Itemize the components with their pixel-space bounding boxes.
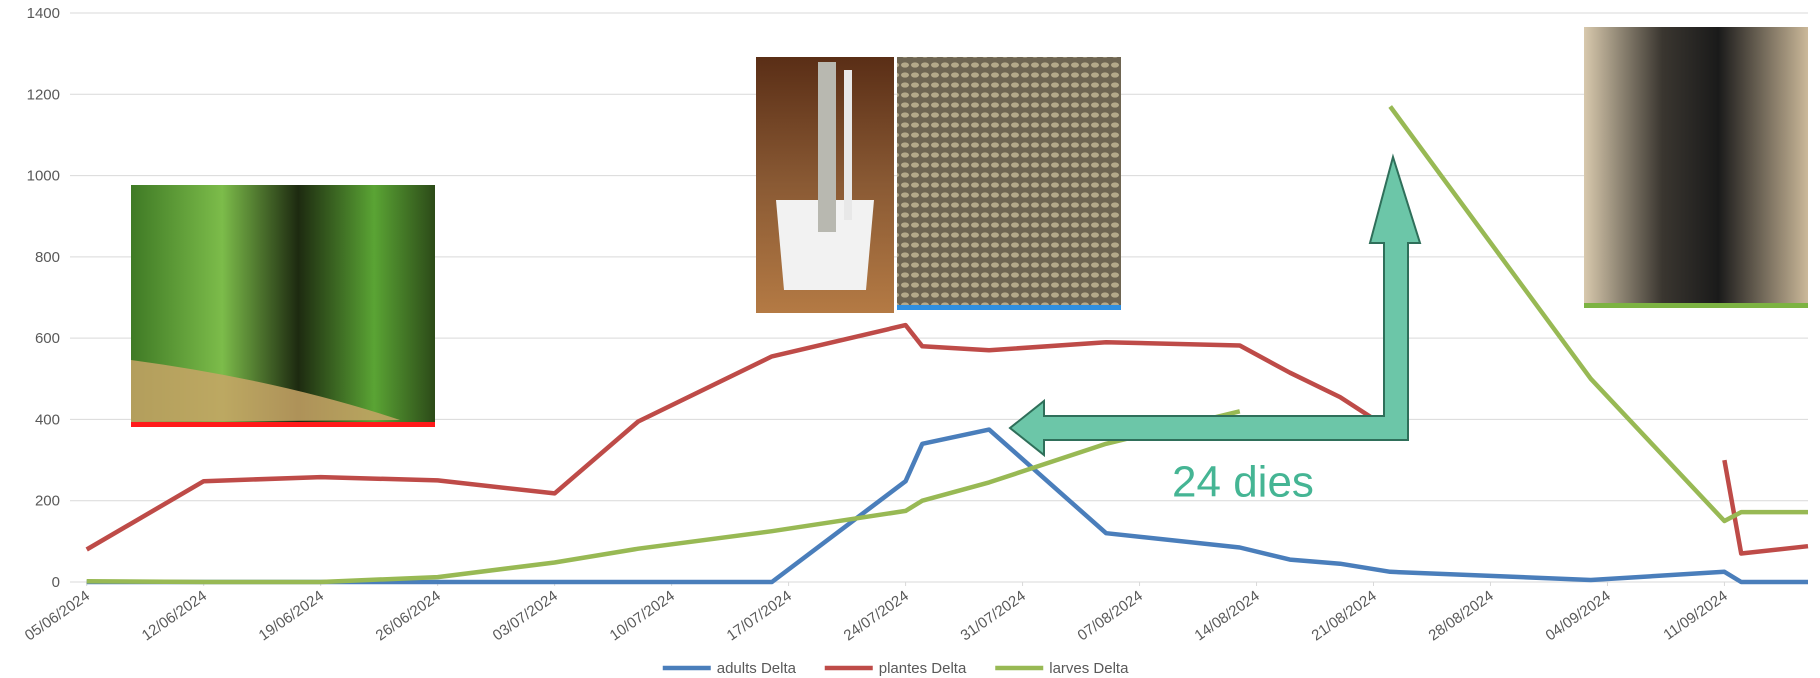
x-tick-label: 24/07/2024 (841, 587, 912, 644)
photo-mesh (897, 57, 1121, 310)
annotation: 24 dies (1172, 458, 1314, 507)
x-tick-label: 07/08/2024 (1075, 587, 1146, 644)
photo-root (1584, 27, 1808, 308)
x-tick-label: 31/07/2024 (958, 587, 1029, 644)
series-line (86, 427, 1808, 585)
x-tick-label: 28/08/2024 (1426, 587, 1497, 644)
legend-label: plantes Delta (879, 660, 967, 677)
y-tick-label: 800 (35, 249, 60, 266)
y-tick-label: 1200 (27, 86, 60, 103)
x-tick-label: 05/06/2024 (22, 587, 93, 644)
y-tick-label: 200 (35, 493, 60, 510)
x-tick-label: 17/07/2024 (724, 587, 795, 644)
x-tick-label: 19/06/2024 (256, 587, 327, 644)
legend-label: larves Delta (1049, 660, 1129, 677)
y-tick-label: 600 (35, 330, 60, 347)
x-tick-label: 03/07/2024 (490, 587, 561, 644)
x-tick-label: 14/08/2024 (1192, 587, 1263, 644)
photo-leaf (131, 185, 435, 427)
x-tick-label: 26/06/2024 (373, 587, 444, 644)
annotation-arrow (1008, 153, 1422, 458)
y-tick-label: 1400 (27, 5, 60, 22)
series-line (86, 105, 1808, 585)
x-tick-label: 21/08/2024 (1309, 587, 1380, 644)
x-tick-label: 04/09/2024 (1543, 587, 1614, 644)
legend: adults Delta plantes Delta larves Delta (662, 660, 1129, 677)
photo-trap (756, 57, 894, 313)
y-tick-label: 400 (35, 411, 60, 428)
y-tick-label: 1000 (27, 168, 60, 185)
y-tick-label: 0 (52, 574, 60, 591)
series-line (85, 322, 1809, 556)
x-tick-label: 10/07/2024 (607, 587, 678, 644)
x-tick-label: 11/09/2024 (1660, 587, 1730, 643)
x-tick-label: 12/06/2024 (139, 587, 210, 644)
legend-label: adults Delta (717, 660, 797, 677)
